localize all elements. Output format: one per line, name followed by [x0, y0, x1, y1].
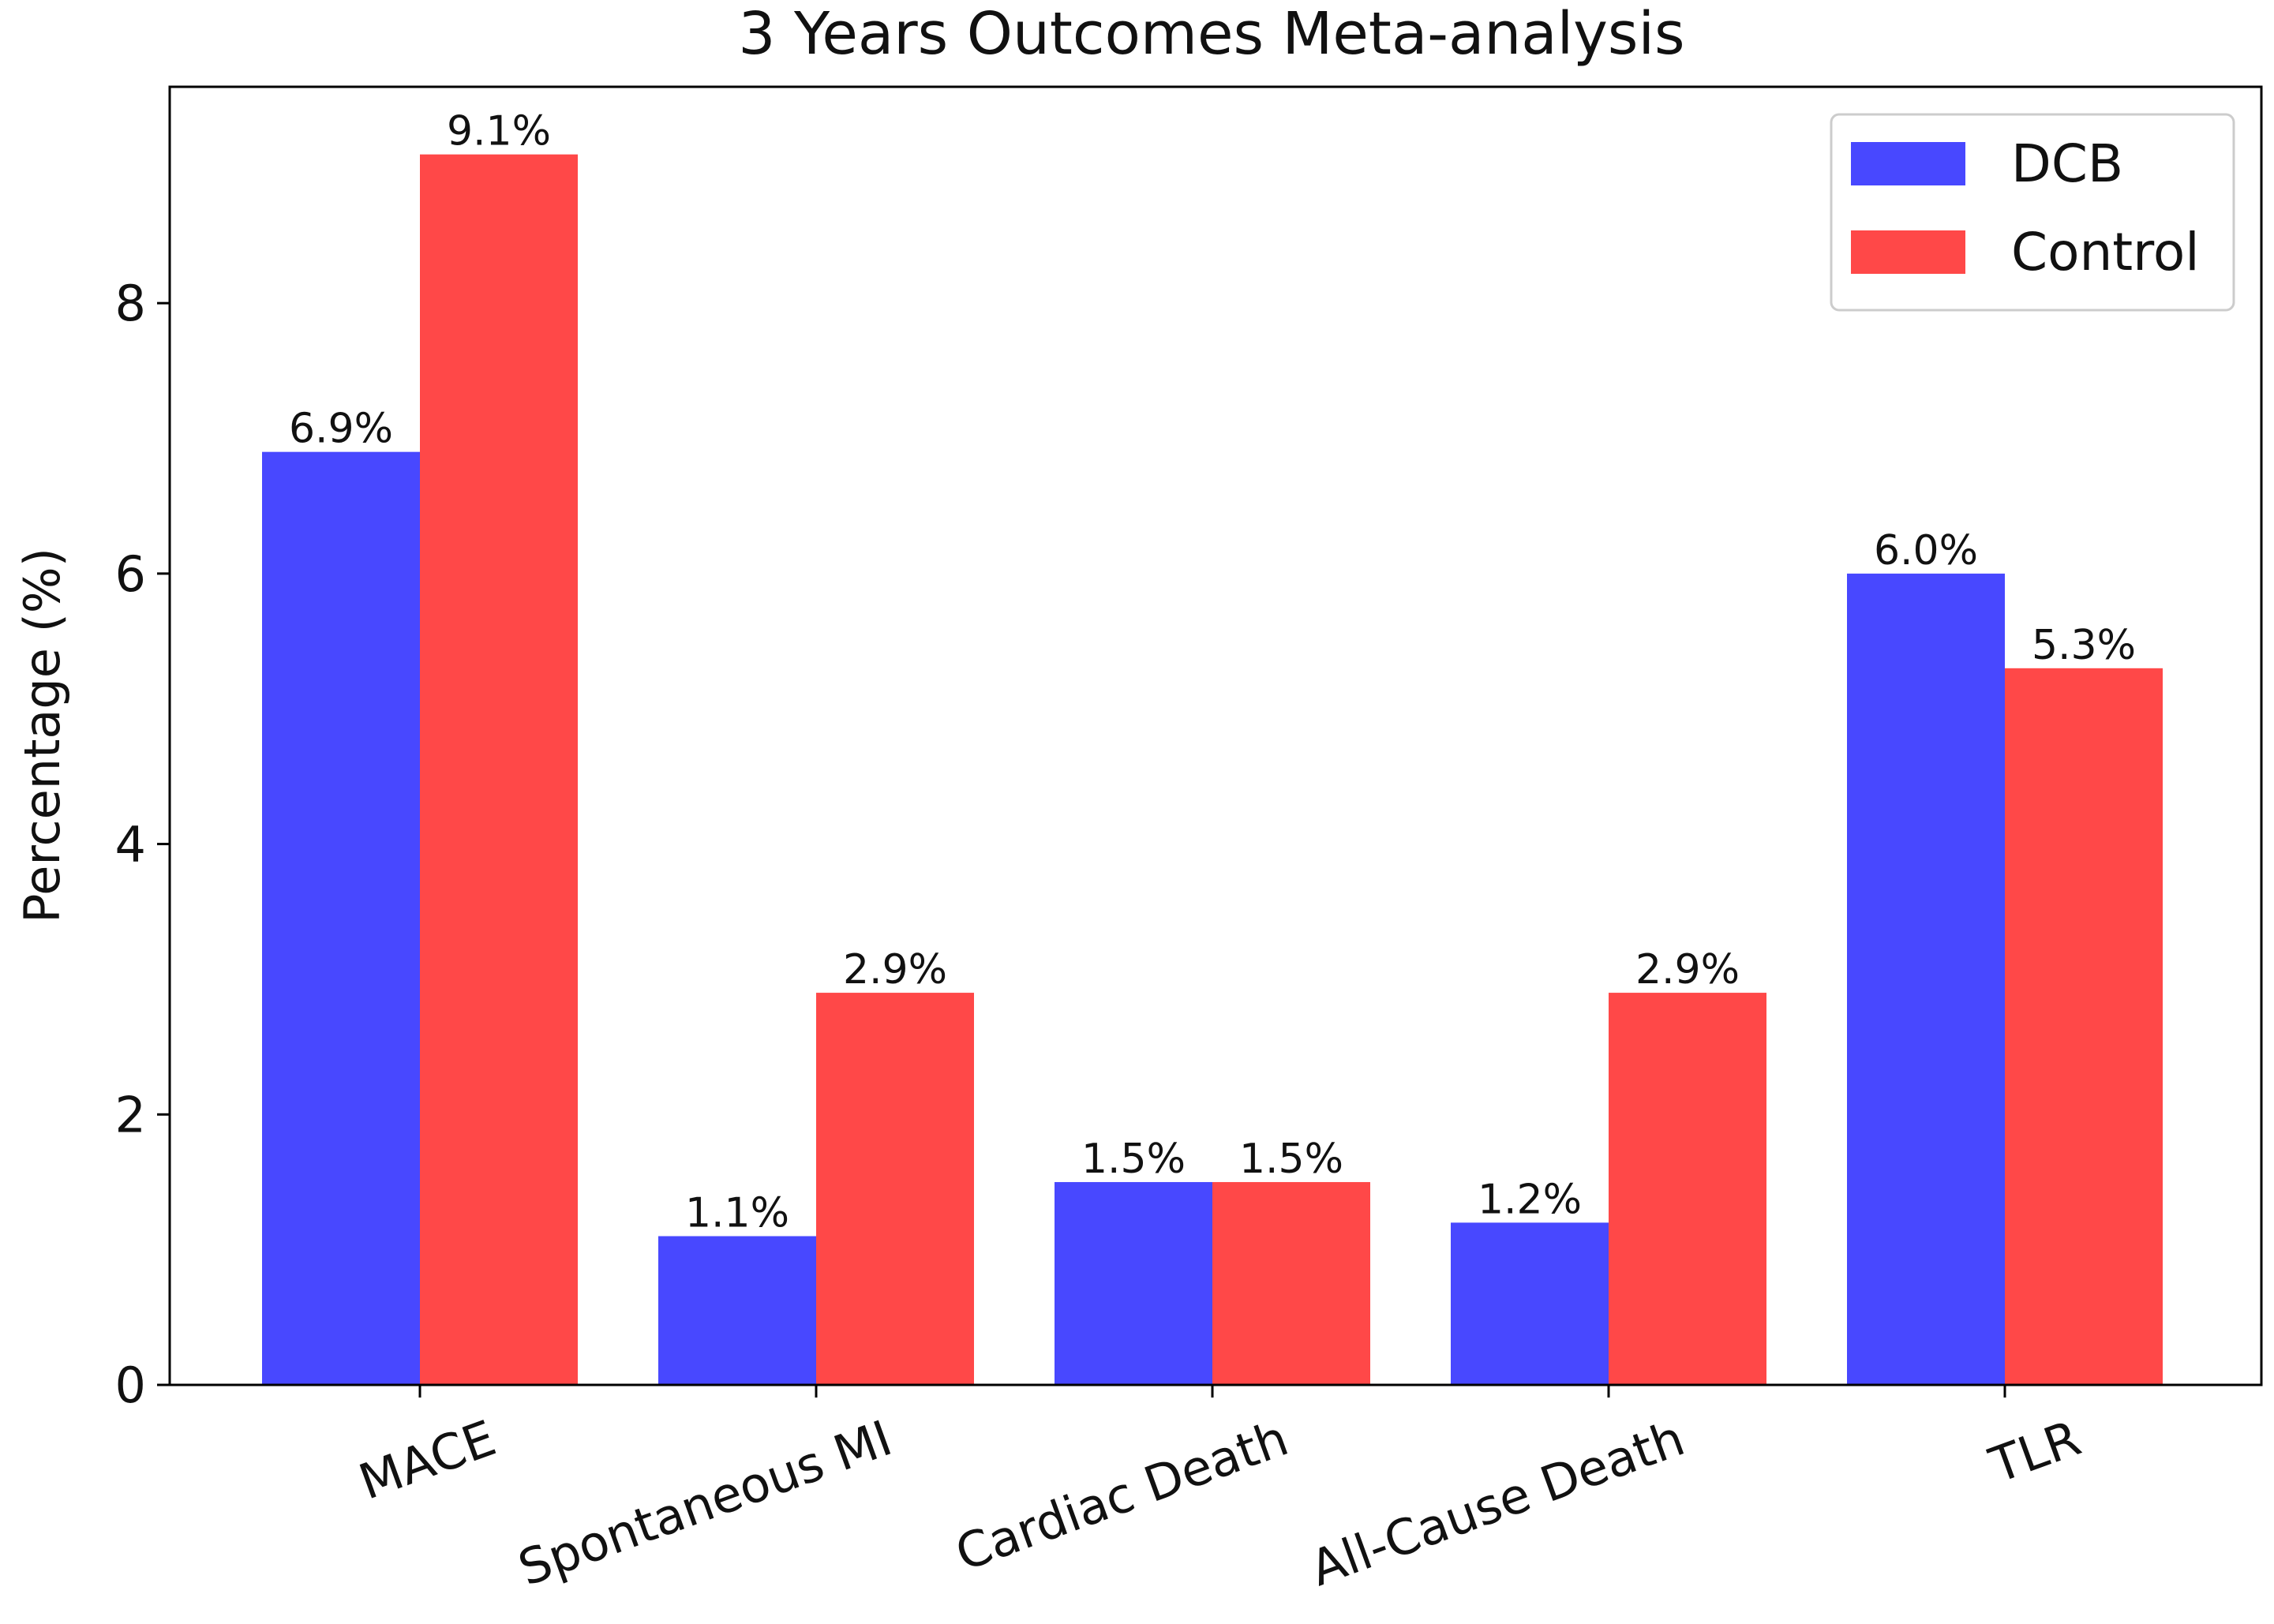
bar-label-dcb-tlr: 6.0%: [1874, 527, 1978, 574]
bar-control-all-cause-death: [1609, 993, 1766, 1385]
bar-dcb-spontaneous-mi: [658, 1236, 816, 1385]
bar-label-control-mace: 9.1%: [447, 108, 551, 155]
bars-group: [262, 154, 2163, 1385]
x-tick-label-spontaneous-mi: Spontaneous MI: [511, 1409, 899, 1596]
legend-label-dcb: DCB: [2011, 133, 2123, 194]
x-tick-label-all-cause-death: All-Cause Death: [1303, 1409, 1691, 1597]
bar-label-control-all-cause-death: 2.9%: [1635, 946, 1740, 993]
x-tick-label-tlr: TLR: [1982, 1409, 2088, 1494]
y-tick-label-6: 6: [115, 545, 146, 603]
y-axis: 0 2 4 6 8: [115, 275, 170, 1414]
bar-control-tlr: [2005, 668, 2163, 1385]
bar-labels-group: 6.9% 9.1% 1.1% 2.9% 1.5% 1.5% 1.2% 2.9% 6.0% 5.3%: [289, 108, 2136, 1237]
bar-label-dcb-spontaneous-mi: 1.1%: [685, 1190, 789, 1237]
bar-label-control-tlr: 5.3%: [2032, 622, 2136, 669]
x-tick-label-cardiac-death: Cardiac Death: [948, 1409, 1295, 1582]
bar-label-dcb-mace: 6.9%: [289, 406, 393, 453]
x-tick-label-mace: MACE: [352, 1409, 504, 1510]
bar-dcb-mace: [262, 451, 420, 1385]
bar-control-mace: [420, 154, 578, 1385]
legend: DCB Control: [1830, 113, 2235, 312]
bar-dcb-all-cause-death: [1451, 1222, 1609, 1385]
bar-label-control-cardiac-death: 1.5%: [1239, 1136, 1343, 1183]
bar-control-cardiac-death: [1212, 1181, 1370, 1385]
plot-frame: [168, 85, 2263, 1386]
bar-control-spontaneous-mi: [816, 993, 974, 1385]
legend-swatch-control: [1851, 230, 1965, 274]
x-axis: MACE Spontaneous MI Cardiac Death All-Cause…: [352, 1385, 2088, 1597]
y-tick-label-4: 4: [115, 816, 146, 874]
bar-label-control-spontaneous-mi: 2.9%: [843, 946, 947, 993]
bar-dcb-tlr: [1847, 573, 2005, 1385]
y-tick-label-2: 2: [115, 1086, 146, 1143]
y-tick-label-8: 8: [115, 275, 146, 332]
legend-swatch-dcb: [1851, 142, 1965, 185]
bar-label-dcb-cardiac-death: 1.5%: [1081, 1136, 1186, 1183]
y-axis-label: Percentage (%): [13, 548, 71, 923]
bar-dcb-cardiac-death: [1055, 1181, 1212, 1385]
y-tick-label-0: 0: [115, 1356, 146, 1414]
chart-title: 3 Years Outcomes Meta-analysis: [738, 0, 1684, 68]
bar-label-dcb-all-cause-death: 1.2%: [1478, 1176, 1582, 1223]
legend-label-control: Control: [2011, 222, 2200, 283]
